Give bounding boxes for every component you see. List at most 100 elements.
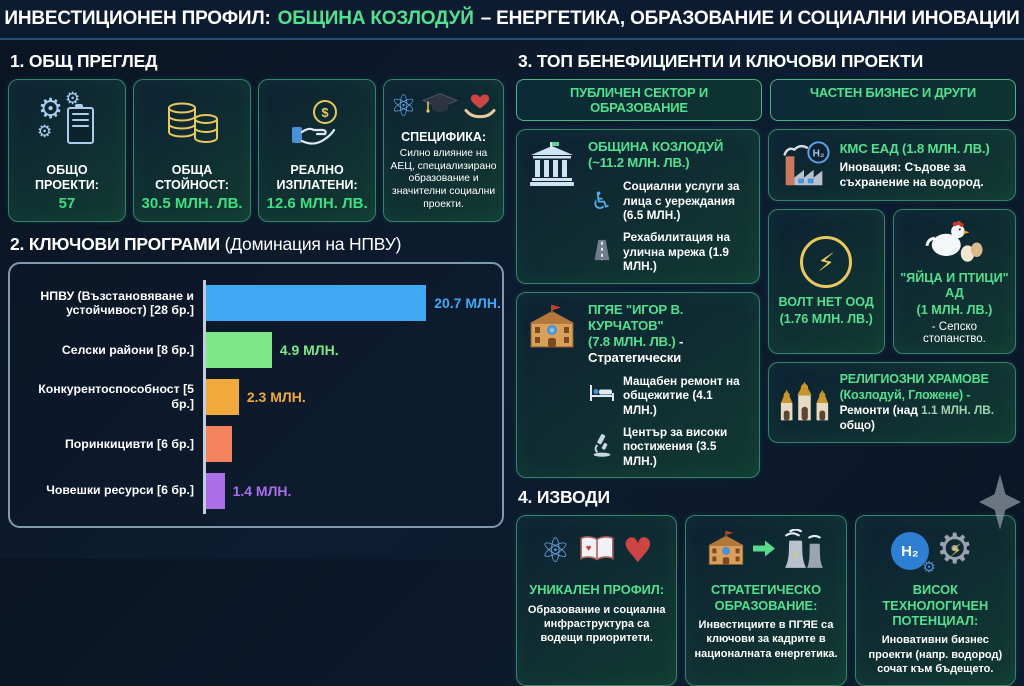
government-building-icon bbox=[525, 139, 579, 274]
overview-card-label: РЕАЛНО ИЗПЛАТЕНИ: bbox=[276, 163, 358, 192]
conclusion-heading: УНИКАЛЕН ПРОФИЛ: bbox=[529, 582, 665, 598]
school-strategic-note: - Стратегически bbox=[588, 333, 684, 365]
chart-bar bbox=[206, 332, 272, 369]
chart-bar-label: 20.7 МЛН. bbox=[434, 295, 501, 312]
kms-title: КМС ЕАД (1.8 МЛН. ЛВ.) bbox=[839, 141, 990, 157]
temples-amount: 1.1 МЛН. ЛВ. bbox=[921, 403, 995, 418]
arrow-right-icon bbox=[752, 540, 775, 562]
svg-text:$: $ bbox=[321, 105, 329, 120]
overview-card-specifics: ⚛ bbox=[383, 79, 504, 222]
bed-icon bbox=[588, 383, 615, 407]
overview-title: 1. ОБЩ ПРЕГЛЕД bbox=[10, 51, 158, 71]
hydrogen-factory-icon: H₂ bbox=[777, 139, 831, 191]
left-column: 1. ОБЩ ПРЕГЛЕД ⚙ ⚙ ⚙ ОБЩО ПРОЕКТИ: 57 bbox=[8, 45, 504, 686]
conclusion-card-technology: H₂ ⚙ ⚙ ⚡ ВИСОК ТЕХНОЛОГИЧЕН ПОТЕНЦИАЛ: Ино… bbox=[854, 515, 1016, 686]
atom-icon: ⚛ bbox=[540, 531, 571, 572]
heart-in-hands-icon bbox=[463, 90, 497, 124]
conclusion-text: Образование и социална инфраструктура са… bbox=[527, 603, 666, 645]
temples-card: РЕЛИГИОЗНИ ХРАМОВЕ (Козлодуй, Гложене) -… bbox=[767, 362, 1016, 443]
programs-title: 2. КЛЮЧОВИ ПРОГРАМИ (Доминация на НПВУ) bbox=[10, 234, 402, 254]
school-amount: (7.8 МЛН. ЛВ.) bbox=[588, 333, 676, 349]
eggs-text: - Сепско стопанство. bbox=[922, 321, 986, 346]
overview-card-value: 12.6 МЛН. ЛВ. bbox=[266, 195, 368, 212]
page-title-suffix: – ЕНЕРГЕТИКА, ОБРАЗОВАНИЕ И СОЦИАЛНИ ИНО… bbox=[480, 8, 1020, 29]
overview-cards: ⚙ ⚙ ⚙ ОБЩО ПРОЕКТИ: 57 bbox=[8, 79, 504, 222]
kms-card: H₂ КМС ЕАД (1.8 МЛН. ЛВ.) Иновация: Съдо… bbox=[767, 129, 1016, 201]
temples-locations: (Козлодуй, Гложене) - bbox=[839, 387, 971, 402]
specifics-text: Силно влияние на АЕЦ, специализирано обр… bbox=[390, 147, 497, 211]
chart-bar-label: 1.4 МЛН. bbox=[232, 482, 292, 499]
beneficiaries-title: 3. ТОП БЕНЕФИЦИЕНТИ И КЛЮЧОВИ ПРОЕКТИ bbox=[518, 51, 924, 71]
bullet-excellence-center: Център за високи постижения (3.5 МЛН.) bbox=[588, 425, 750, 468]
chart-bar-label: 4.9 МЛН. bbox=[279, 342, 339, 359]
bullet-dormitory: Мащабен ремонт на общежитие (4.1 МЛН.) bbox=[588, 374, 750, 417]
chart-row: Човешки ресурси [6 бр.] 1.4 МЛН. bbox=[18, 467, 492, 514]
graduation-cap-icon bbox=[421, 91, 459, 123]
nuclear-plant-icon: ⚡ bbox=[782, 528, 826, 574]
chart-row: НПВУ (Възстановяване и устойчивост) [28 … bbox=[18, 280, 501, 327]
specifics-label: СПЕЦИФИКА: bbox=[401, 130, 487, 145]
lightning-icon: ⚡ bbox=[800, 236, 853, 289]
right-column: 3. ТОП БЕНЕФИЦИЕНТИ И КЛЮЧОВИ ПРОЕКТИ ПУ… bbox=[516, 45, 1016, 686]
conclusion-card-profile: ⚛ ♥ ♥ УНИКАЛЕН ПРОФИЛ: Образование и соц… bbox=[516, 515, 678, 686]
bar-chart: НПВУ (Възстановяване и устойчивост) [28 … bbox=[18, 280, 501, 514]
svg-text:✳: ✳ bbox=[549, 326, 556, 335]
eggs-title: "ЯЙЦА И ПТИЦИ" АД bbox=[900, 271, 1009, 301]
compass-star-icon bbox=[979, 474, 1021, 535]
chart-bar bbox=[206, 472, 225, 509]
volt-title: ВОЛТ НЕТ ООД bbox=[778, 295, 874, 310]
volt-amount: (1.76 МЛН. ЛВ.) bbox=[779, 312, 873, 327]
bullet-social-services: ♿ Социални услуги за лица с уереждания (… bbox=[588, 179, 750, 222]
svg-text:♥: ♥ bbox=[585, 543, 591, 554]
private-sector-header: ЧАСТЕН БИЗНЕС И ДРУГИ bbox=[770, 79, 1016, 121]
school-title: ПГЯЕ "ИГОР В. КУРЧАТОВ" bbox=[588, 301, 684, 333]
chart-bar bbox=[206, 425, 232, 462]
overview-card-total-value: ОБЩА СТОЙНОСТ: 30.5 МЛН. ЛВ. bbox=[133, 79, 252, 222]
overview-card-projects: ⚙ ⚙ ⚙ ОБЩО ПРОЕКТИ: 57 bbox=[8, 79, 127, 222]
conclusion-text: Инвестициите в ПГЯЕ са ключови за кадрит… bbox=[694, 618, 838, 660]
coins-icon bbox=[140, 86, 244, 160]
conclusions-cards: ⚛ ♥ ♥ УНИКАЛЕН ПРОФИЛ: Образование и соц… bbox=[516, 515, 1016, 686]
page-title-highlight: ОБЩИНА КОЗЛОДУЙ bbox=[277, 8, 474, 29]
eggs-card: "ЯЙЦА И ПТИЦИ" АД (1 МЛН. ЛВ.) - Сепско … bbox=[892, 209, 1016, 355]
municipality-card: ОБЩИНА КОЗЛОДУЙ (~11.2 МЛН. ЛВ.) ♿ Социа… bbox=[516, 129, 760, 284]
school-building-icon bbox=[706, 530, 746, 572]
overview-card-label: ОБЩА СТОЙНОСТ: bbox=[155, 163, 229, 192]
wheelchair-icon: ♿ bbox=[590, 186, 613, 215]
chart-bar bbox=[206, 378, 239, 415]
conclusion-heading: ВИСОК ТЕХНОЛОГИЧЕН ПОТЕНЦИАЛ: bbox=[882, 582, 989, 628]
chart-category-label: Конкурентоспособност [5 бр.] bbox=[38, 382, 194, 411]
conclusion-text: Иновативни бизнес проекти (напр. водород… bbox=[868, 634, 1003, 675]
overview-card-paid: $ РЕАЛНО ИЗПЛАТЕНИ: 12.6 МЛН. ЛВ. bbox=[258, 79, 377, 222]
private-sector-column: H₂ КМС ЕАД (1.8 МЛН. ЛВ.) Иновация: Съдо… bbox=[767, 129, 1016, 478]
small-gear-icon: ⚙ bbox=[922, 558, 936, 577]
programs-chart-panel: НПВУ (Възстановяване и устойчивост) [28 … bbox=[8, 262, 504, 528]
svg-text:H₂: H₂ bbox=[812, 148, 824, 159]
public-sector-header: ПУБЛИЧЕН СЕКТОР И ОБРАЗОВАНИЕ bbox=[516, 79, 762, 121]
overview-card-value: 30.5 МЛН. ЛВ. bbox=[141, 195, 243, 212]
chart-category-label: Човешки ресурси [6 бр.] bbox=[46, 483, 194, 498]
temples-text: Ремонти (над 1.1 МЛН. ЛВ. общо) bbox=[839, 403, 995, 432]
overview-card-value: 57 bbox=[58, 195, 76, 212]
gears-checklist-icon: ⚙ ⚙ ⚙ bbox=[15, 86, 119, 160]
conclusion-card-education: ⚡ СТРАТЕГИЧЕСКО ОБРАЗОВАНИЕ: Инвестициит… bbox=[685, 515, 847, 686]
chart-bar-label: 2.3 МЛН. bbox=[246, 388, 306, 405]
chart-row: Конкурентоспособност [5 бр.] 2.3 МЛН. bbox=[18, 373, 492, 421]
chart-bar bbox=[206, 285, 427, 322]
gear-lightning-icon: ⚙ ⚡ bbox=[935, 524, 974, 574]
hydrogen-icon: H₂ ⚙ bbox=[890, 532, 936, 576]
school-card: ✳ ПГЯЕ "ИГОР В. КУРЧАТОВ" (7.8 МЛН. ЛВ.)… bbox=[516, 291, 760, 479]
atom-icon: ⚛ bbox=[390, 88, 417, 124]
svg-text:⚡: ⚡ bbox=[792, 548, 800, 562]
church-icon bbox=[777, 381, 831, 423]
overview-card-label: ОБЩО ПРОЕКТИ: bbox=[35, 163, 99, 192]
chart-category-label: Селски райони [8 бр.] bbox=[61, 342, 194, 357]
chart-category-label: Поринкицивти [6 бр.] bbox=[64, 436, 194, 451]
public-sector-column: ОБЩИНА КОЗЛОДУЙ (~11.2 МЛН. ЛВ.) ♿ Социа… bbox=[516, 129, 760, 479]
municipality-title: ОБЩИНА КОЗЛОДУЙ bbox=[588, 139, 724, 154]
conclusions-title: 4. ИЗВОДИ bbox=[518, 487, 610, 508]
heart-icon: ♥ bbox=[622, 531, 654, 572]
open-book-heart-icon: ♥ bbox=[578, 535, 616, 568]
chart-row: Поринкицивти [6 бр.] bbox=[18, 420, 492, 468]
bullet-street-rehab: Рехабилитация на улична мрежа (1.9 МЛН.) bbox=[588, 230, 750, 273]
